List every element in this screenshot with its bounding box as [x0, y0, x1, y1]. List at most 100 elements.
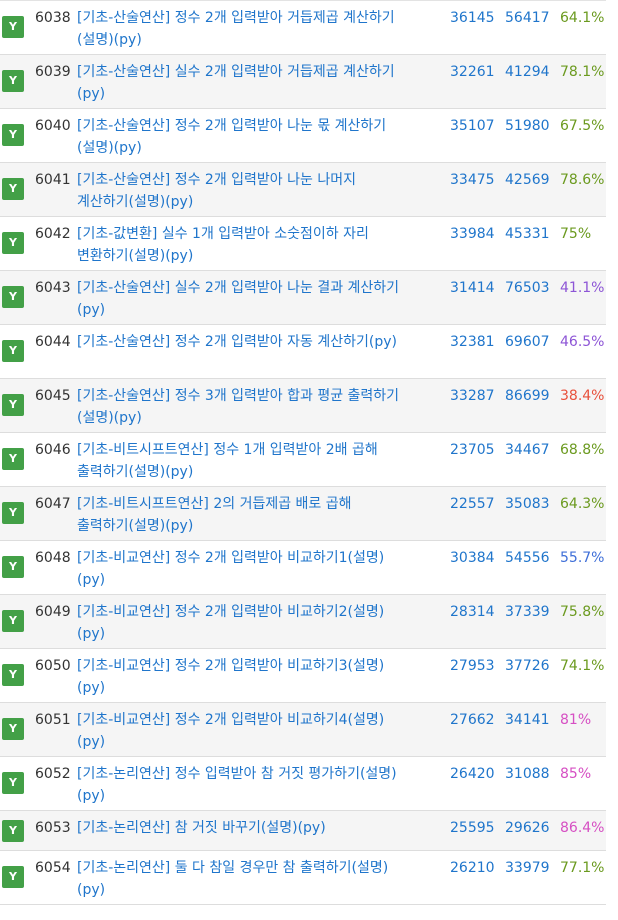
- problem-title-link[interactable]: [기초-논리연산] 참 거짓 바꾸기(설명)(py): [77, 820, 326, 836]
- submitted-count-link[interactable]: 31088: [505, 766, 550, 782]
- success-rate: 86.4%: [560, 820, 605, 836]
- success-rate: 55.7%: [560, 550, 605, 566]
- solved-count-link[interactable]: 32261: [450, 64, 495, 80]
- solved-count-link[interactable]: 35107: [450, 118, 495, 134]
- solved-count-link[interactable]: 30384: [450, 550, 495, 566]
- status-badge[interactable]: Y: [2, 232, 24, 254]
- submitted-count-link[interactable]: 54556: [505, 550, 550, 566]
- success-rate: 41.1%: [560, 280, 605, 296]
- table-row: Y 6047 [기초-비트시프트연산] 2의 거듭제곱 배로 곱해 출력하기(설…: [0, 487, 606, 541]
- solved-count-link[interactable]: 33984: [450, 226, 495, 242]
- submitted-count-link[interactable]: 56417: [505, 10, 550, 26]
- problem-id: 6042: [35, 226, 71, 242]
- problem-title-link[interactable]: [기초-비교연산] 정수 2개 입력받아 비교하기2(설명)(py): [77, 604, 385, 642]
- solved-count-link[interactable]: 27662: [450, 712, 495, 728]
- problem-title-link[interactable]: [기초-논리연산] 정수 입력받아 참 거짓 평가하기(설명)(py): [77, 766, 397, 804]
- solved-count-link[interactable]: 27953: [450, 658, 495, 674]
- table-row: Y 6048 [기초-비교연산] 정수 2개 입력받아 비교하기1(설명)(py…: [0, 541, 606, 595]
- status-badge[interactable]: Y: [2, 286, 24, 308]
- problem-title-link[interactable]: [기초-비트시프트연산] 2의 거듭제곱 배로 곱해 출력하기(설명)(py): [77, 496, 352, 534]
- problem-title-link[interactable]: [기초-비트시프트연산] 정수 1개 입력받아 2배 곱해 출력하기(설명)(p…: [77, 442, 378, 480]
- status-badge[interactable]: Y: [2, 448, 24, 470]
- problem-title-link[interactable]: [기초-산술연산] 정수 2개 입력받아 거듭제곱 계산하기(설명)(py): [77, 10, 395, 48]
- submitted-count-link[interactable]: 42569: [505, 172, 550, 188]
- problem-id: 6048: [35, 550, 71, 566]
- submitted-count-link[interactable]: 86699: [505, 388, 550, 404]
- status-badge[interactable]: Y: [2, 502, 24, 524]
- status-badge[interactable]: Y: [2, 124, 24, 146]
- problem-id: 6050: [35, 658, 71, 674]
- status-badge[interactable]: Y: [2, 772, 24, 794]
- table-row: Y 6039 [기초-산술연산] 실수 2개 입력받아 거듭제곱 계산하기(py…: [0, 55, 606, 109]
- solved-count-link[interactable]: 28314: [450, 604, 495, 620]
- problem-id: 6052: [35, 766, 71, 782]
- problem-id: 6039: [35, 64, 71, 80]
- problem-title-link[interactable]: [기초-산술연산] 실수 2개 입력받아 거듭제곱 계산하기(py): [77, 64, 395, 102]
- problem-id: 6038: [35, 10, 71, 26]
- problem-title-link[interactable]: [기초-산술연산] 정수 2개 입력받아 나눈 몫 계산하기(설명)(py): [77, 118, 387, 156]
- problem-title-link[interactable]: [기초-산술연산] 정수 3개 입력받아 합과 평균 출력하기(설명)(py): [77, 388, 400, 426]
- submitted-count-link[interactable]: 76503: [505, 280, 550, 296]
- table-row: Y 6042 [기초-값변환] 실수 1개 입력받아 소숫점이하 자리 변환하기…: [0, 217, 606, 271]
- solved-count-link[interactable]: 32381: [450, 334, 495, 350]
- success-rate: 74.1%: [560, 658, 605, 674]
- success-rate: 68.8%: [560, 442, 605, 458]
- status-badge[interactable]: Y: [2, 820, 24, 842]
- status-badge[interactable]: Y: [2, 664, 24, 686]
- problem-title-link[interactable]: [기초-산술연산] 실수 2개 입력받아 나눈 결과 계산하기(py): [77, 280, 400, 318]
- success-rate: 67.5%: [560, 118, 605, 134]
- problem-title-link[interactable]: [기초-값변환] 실수 1개 입력받아 소숫점이하 자리 변환하기(설명)(py…: [77, 226, 369, 264]
- solved-count-link[interactable]: 26210: [450, 860, 495, 876]
- status-badge[interactable]: Y: [2, 610, 24, 632]
- solved-count-link[interactable]: 26420: [450, 766, 495, 782]
- problem-title-link[interactable]: [기초-비교연산] 정수 2개 입력받아 비교하기4(설명)(py): [77, 712, 385, 750]
- submitted-count-link[interactable]: 35083: [505, 496, 550, 512]
- submitted-count-link[interactable]: 45331: [505, 226, 550, 242]
- table-row: Y 6044 [기초-산술연산] 정수 2개 입력받아 자동 계산하기(py) …: [0, 325, 606, 379]
- problem-table: Y 6038 [기초-산술연산] 정수 2개 입력받아 거듭제곱 계산하기(설명…: [0, 0, 606, 905]
- submitted-count-link[interactable]: 34467: [505, 442, 550, 458]
- solved-count-link[interactable]: 22557: [450, 496, 495, 512]
- problem-id: 6040: [35, 118, 71, 134]
- submitted-count-link[interactable]: 37339: [505, 604, 550, 620]
- problem-title-link[interactable]: [기초-논리연산] 둘 다 참일 경우만 참 출력하기(설명)(py): [77, 860, 389, 898]
- success-rate: 46.5%: [560, 334, 605, 350]
- status-badge[interactable]: Y: [2, 718, 24, 740]
- success-rate: 64.1%: [560, 10, 605, 26]
- status-badge[interactable]: Y: [2, 556, 24, 578]
- submitted-count-link[interactable]: 37726: [505, 658, 550, 674]
- solved-count-link[interactable]: 23705: [450, 442, 495, 458]
- submitted-count-link[interactable]: 41294: [505, 64, 550, 80]
- problem-title-link[interactable]: [기초-비교연산] 정수 2개 입력받아 비교하기3(설명)(py): [77, 658, 385, 696]
- success-rate: 78.1%: [560, 64, 605, 80]
- problem-title-link[interactable]: [기초-산술연산] 정수 2개 입력받아 나눈 나머지 계산하기(설명)(py): [77, 172, 356, 210]
- table-row: Y 6041 [기초-산술연산] 정수 2개 입력받아 나눈 나머지 계산하기(…: [0, 163, 606, 217]
- success-rate: 64.3%: [560, 496, 605, 512]
- table-row: Y 6043 [기초-산술연산] 실수 2개 입력받아 나눈 결과 계산하기(p…: [0, 271, 606, 325]
- status-badge[interactable]: Y: [2, 394, 24, 416]
- status-badge[interactable]: Y: [2, 866, 24, 888]
- problem-title-link[interactable]: [기초-비교연산] 정수 2개 입력받아 비교하기1(설명)(py): [77, 550, 385, 588]
- solved-count-link[interactable]: 25595: [450, 820, 495, 836]
- submitted-count-link[interactable]: 69607: [505, 334, 550, 350]
- table-row: Y 6053 [기초-논리연산] 참 거짓 바꾸기(설명)(py) 25595 …: [0, 811, 606, 851]
- submitted-count-link[interactable]: 34141: [505, 712, 550, 728]
- success-rate: 78.6%: [560, 172, 605, 188]
- solved-count-link[interactable]: 31414: [450, 280, 495, 296]
- solved-count-link[interactable]: 36145: [450, 10, 495, 26]
- problem-id: 6043: [35, 280, 71, 296]
- table-row: Y 6054 [기초-논리연산] 둘 다 참일 경우만 참 출력하기(설명)(p…: [0, 851, 606, 905]
- status-badge[interactable]: Y: [2, 16, 24, 38]
- submitted-count-link[interactable]: 29626: [505, 820, 550, 836]
- status-badge[interactable]: Y: [2, 178, 24, 200]
- submitted-count-link[interactable]: 51980: [505, 118, 550, 134]
- problem-id: 6047: [35, 496, 71, 512]
- success-rate: 75.8%: [560, 604, 605, 620]
- table-row: Y 6040 [기초-산술연산] 정수 2개 입력받아 나눈 몫 계산하기(설명…: [0, 109, 606, 163]
- solved-count-link[interactable]: 33287: [450, 388, 495, 404]
- status-badge[interactable]: Y: [2, 70, 24, 92]
- status-badge[interactable]: Y: [2, 340, 24, 362]
- problem-title-link[interactable]: [기초-산술연산] 정수 2개 입력받아 자동 계산하기(py): [77, 334, 397, 350]
- solved-count-link[interactable]: 33475: [450, 172, 495, 188]
- submitted-count-link[interactable]: 33979: [505, 860, 550, 876]
